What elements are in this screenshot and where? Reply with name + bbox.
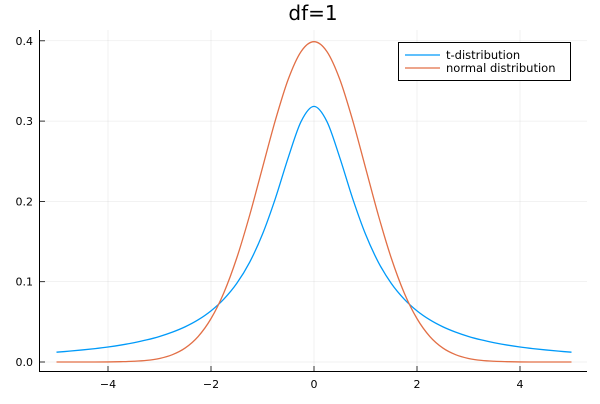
y-tick-label: 0.1 bbox=[16, 276, 34, 289]
legend-box bbox=[398, 42, 571, 81]
y-tick-label: 0.4 bbox=[16, 35, 34, 48]
legend-label-t-distribution: t-distribution bbox=[446, 48, 520, 62]
chart-title: df=1 bbox=[288, 1, 337, 25]
ticks: −4 −2 0 2 4 0.0 0.1 0.2 0.3 0.4 bbox=[16, 35, 524, 391]
x-tick-label: −2 bbox=[203, 378, 219, 391]
y-tick-label: 0.3 bbox=[16, 115, 34, 128]
legend: t-distribution normal distribution bbox=[398, 42, 571, 81]
x-tick-label: 2 bbox=[414, 378, 421, 391]
legend-label-normal-distribution: normal distribution bbox=[446, 61, 556, 75]
series-line-normal-distribution bbox=[56, 41, 572, 363]
series bbox=[56, 41, 572, 363]
axes bbox=[39, 30, 587, 372]
y-tick-label: 0.0 bbox=[16, 356, 34, 369]
x-tick-label: −4 bbox=[100, 378, 116, 391]
y-tick-label: 0.2 bbox=[16, 195, 34, 208]
x-tick-label: 0 bbox=[311, 378, 318, 391]
series-line-t-distribution bbox=[56, 105, 572, 353]
x-tick-label: 4 bbox=[517, 378, 524, 391]
grid bbox=[39, 30, 587, 371]
